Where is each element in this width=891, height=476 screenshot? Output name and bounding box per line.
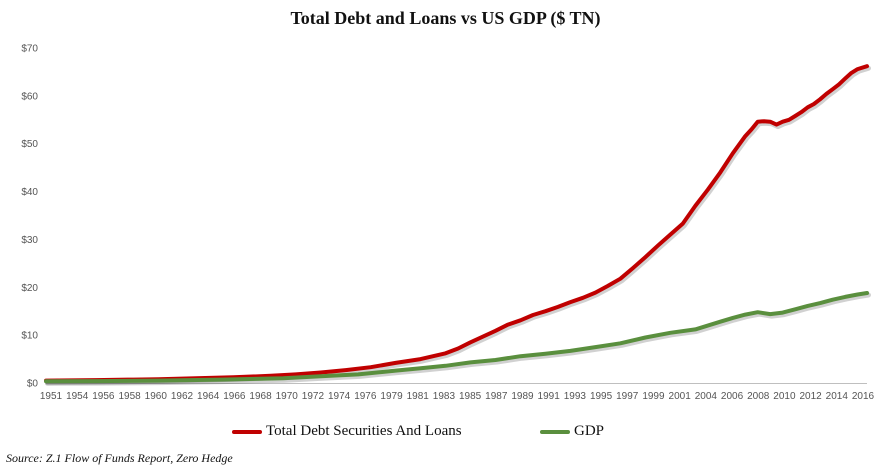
y-tick-label: $60 bbox=[21, 91, 38, 102]
x-tick-label: 2008 bbox=[747, 391, 770, 402]
legend: Total Debt Securities And Loans GDP bbox=[0, 423, 891, 443]
x-tick-label: 2001 bbox=[669, 391, 692, 402]
x-tick-label: 1995 bbox=[590, 391, 613, 402]
x-tick-label: 1999 bbox=[642, 391, 665, 402]
x-tick-label: 1993 bbox=[564, 391, 587, 402]
x-tick-label: 1964 bbox=[197, 391, 220, 402]
series-shadow-1 bbox=[45, 292, 871, 386]
x-tick-label: 1958 bbox=[118, 391, 141, 402]
legend-label-debt: Total Debt Securities And Loans bbox=[266, 423, 462, 439]
x-tick-label: 1985 bbox=[459, 391, 482, 402]
y-tick-label: $50 bbox=[21, 139, 38, 150]
series-shadow-0 bbox=[45, 65, 871, 386]
x-tick-label: 2016 bbox=[852, 391, 875, 402]
source-note: Source: Z.1 Flow of Funds Report, Zero H… bbox=[6, 451, 233, 465]
x-tick-label: 1987 bbox=[485, 391, 508, 402]
y-tick-label: $70 bbox=[21, 44, 38, 55]
x-tick-label: 2014 bbox=[826, 391, 849, 402]
series-layer bbox=[44, 64, 871, 386]
x-tick-label: 2012 bbox=[799, 391, 822, 402]
x-tick-label: 2010 bbox=[773, 391, 796, 402]
x-tick-label: 1968 bbox=[249, 391, 272, 402]
x-tick-label: 2004 bbox=[695, 391, 718, 402]
x-tick-label: 1960 bbox=[145, 391, 168, 402]
x-tick-label: 1991 bbox=[538, 391, 561, 402]
y-tick-label: $30 bbox=[21, 235, 38, 246]
x-tick-label: 1979 bbox=[380, 391, 403, 402]
legend-item-debt: Total Debt Securities And Loans bbox=[232, 423, 462, 440]
x-tick-label: 2006 bbox=[721, 391, 744, 402]
series-line-gdp bbox=[44, 291, 869, 384]
legend-label-gdp: GDP bbox=[574, 423, 605, 439]
y-tick-label: $0 bbox=[27, 379, 39, 390]
x-tick-label: 1997 bbox=[616, 391, 639, 402]
x-tick-label: 1989 bbox=[511, 391, 534, 402]
x-tick-label: 1954 bbox=[66, 391, 89, 402]
x-tick-label: 1983 bbox=[433, 391, 456, 402]
x-axis: 1951 1954 1956 1958 1960 1962 1964 1966 1968 1970… bbox=[40, 383, 875, 402]
x-tick-label: 1951 bbox=[40, 391, 63, 402]
y-tick-label: $40 bbox=[21, 187, 38, 198]
x-tick-label: 1976 bbox=[354, 391, 377, 402]
legend-swatch-debt bbox=[232, 429, 262, 434]
x-tick-label: 1974 bbox=[328, 391, 351, 402]
legend-item-gdp: GDP bbox=[540, 423, 604, 440]
y-tick-label: $10 bbox=[21, 331, 38, 342]
legend-swatch-gdp bbox=[540, 429, 570, 434]
series-line-total-debt bbox=[44, 64, 869, 383]
x-tick-label: 1962 bbox=[171, 391, 194, 402]
x-tick-label: 1981 bbox=[407, 391, 430, 402]
x-tick-label: 1970 bbox=[276, 391, 299, 402]
x-tick-label: 1972 bbox=[302, 391, 325, 402]
x-tick-label: 1966 bbox=[223, 391, 246, 402]
y-tick-label: $20 bbox=[21, 283, 38, 294]
chart-title: Total Debt and Loans vs US GDP ($ TN) bbox=[290, 8, 601, 28]
y-axis: $0 $10 $20 $30 $40 $50 $60 $70 bbox=[21, 44, 38, 390]
x-tick-label: 1956 bbox=[92, 391, 115, 402]
